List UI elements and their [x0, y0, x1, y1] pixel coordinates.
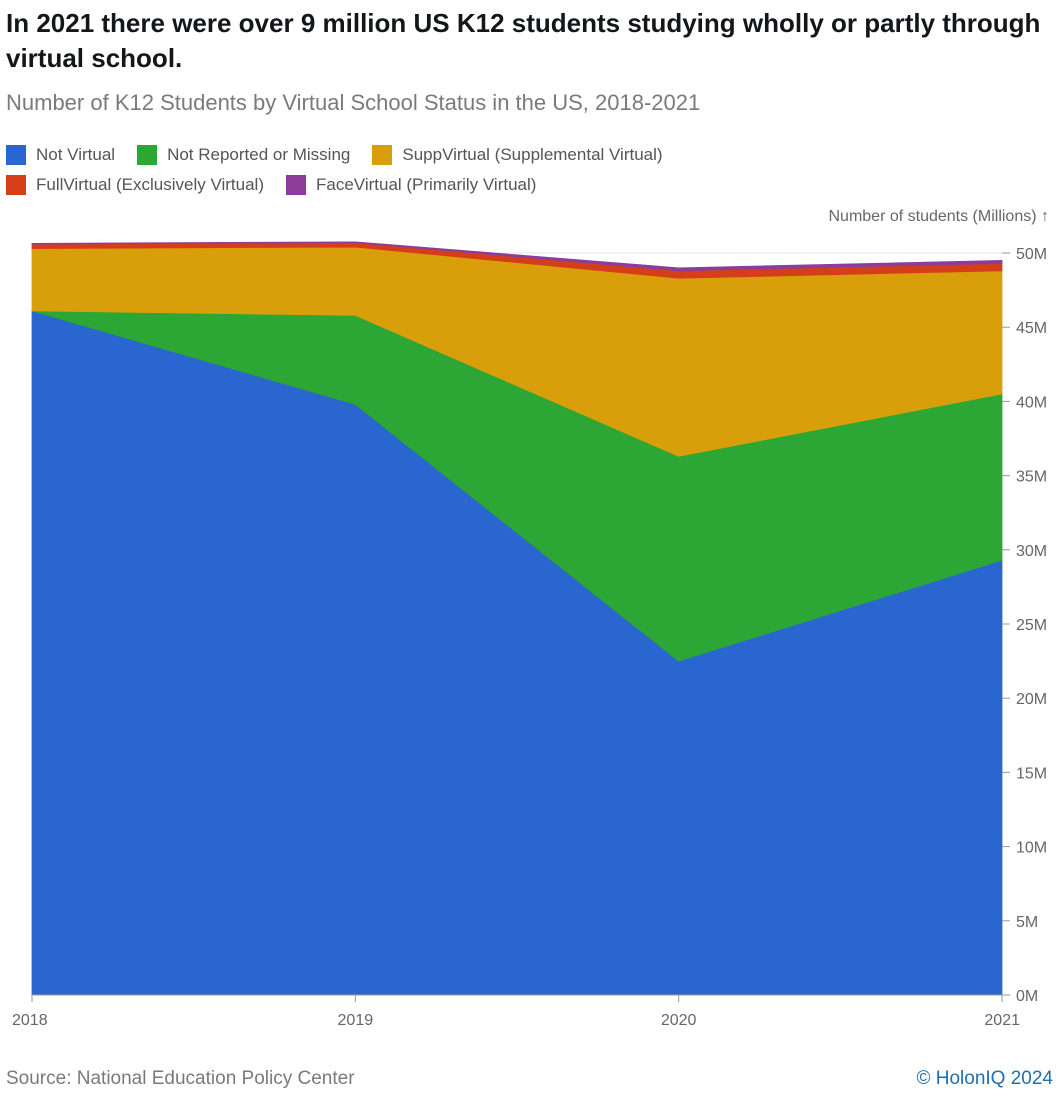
- legend-swatch-facevirtual: [286, 175, 306, 195]
- legend-label: FullVirtual (Exclusively Virtual): [36, 175, 264, 194]
- legend-swatch-suppvirtual: [372, 145, 393, 165]
- copyright-link[interactable]: © HolonIQ 2024: [916, 1068, 1053, 1089]
- legend-label: SuppVirtual (Supplemental Virtual): [402, 145, 663, 164]
- legend-item-fullvirtual[interactable]: FullVirtual (Exclusively Virtual): [6, 175, 264, 195]
- y-tick-label: 45M: [1016, 320, 1047, 337]
- y-tick-label: 15M: [1016, 765, 1047, 782]
- x-tick-label: 2018: [12, 1012, 48, 1029]
- x-tick-label: 2021: [984, 1012, 1020, 1029]
- y-axis-title: Number of students (Millions) ↑: [828, 208, 1049, 225]
- legend-swatch-not-virtual: [6, 145, 26, 165]
- area-series-facevirtual[interactable]: [31, 241, 1003, 272]
- y-tick-label: 30M: [1016, 543, 1047, 560]
- legend-item-facevirtual[interactable]: FaceVirtual (Primarily Virtual): [286, 175, 536, 195]
- y-tick-label: 35M: [1016, 469, 1047, 486]
- x-tick-label: 2020: [661, 1012, 697, 1029]
- legend-item-not-virtual[interactable]: Not Virtual: [6, 145, 115, 165]
- legend-label: Not Reported or Missing: [167, 145, 351, 164]
- legend-item-not-reported[interactable]: Not Reported or Missing: [137, 145, 350, 165]
- legend-item-suppvirtual[interactable]: SuppVirtual (Supplemental Virtual): [372, 145, 663, 165]
- legend-label: Not Virtual: [36, 145, 116, 164]
- legend: Not Virtual Not Reported or Missing Supp…: [6, 140, 766, 200]
- y-tick-label: 50M: [1016, 246, 1047, 263]
- y-tick-label: 40M: [1016, 394, 1047, 411]
- source-note: Source: National Education Policy Center: [6, 1068, 355, 1089]
- legend-label: FaceVirtual (Primarily Virtual): [316, 175, 537, 194]
- y-tick-label: 5M: [1016, 914, 1038, 931]
- x-tick-label: 2019: [338, 1012, 374, 1029]
- y-tick-label: 10M: [1016, 840, 1047, 857]
- y-tick-label: 0M: [1016, 988, 1038, 1005]
- area-chart: 0M 5M 10M 15M 20M 25M 30M 35M 40M 45M 50M 2018 2019 2…: [12, 241, 1047, 1029]
- y-tick-label: 20M: [1016, 691, 1047, 708]
- chart-title: In 2021 there were over 9 million US K12…: [6, 8, 1041, 73]
- chart-subtitle: Number of K12 Students by Virtual School…: [6, 90, 701, 115]
- y-tick-label: 25M: [1016, 617, 1047, 634]
- legend-swatch-fullvirtual: [6, 175, 26, 195]
- legend-swatch-not-reported: [137, 145, 158, 165]
